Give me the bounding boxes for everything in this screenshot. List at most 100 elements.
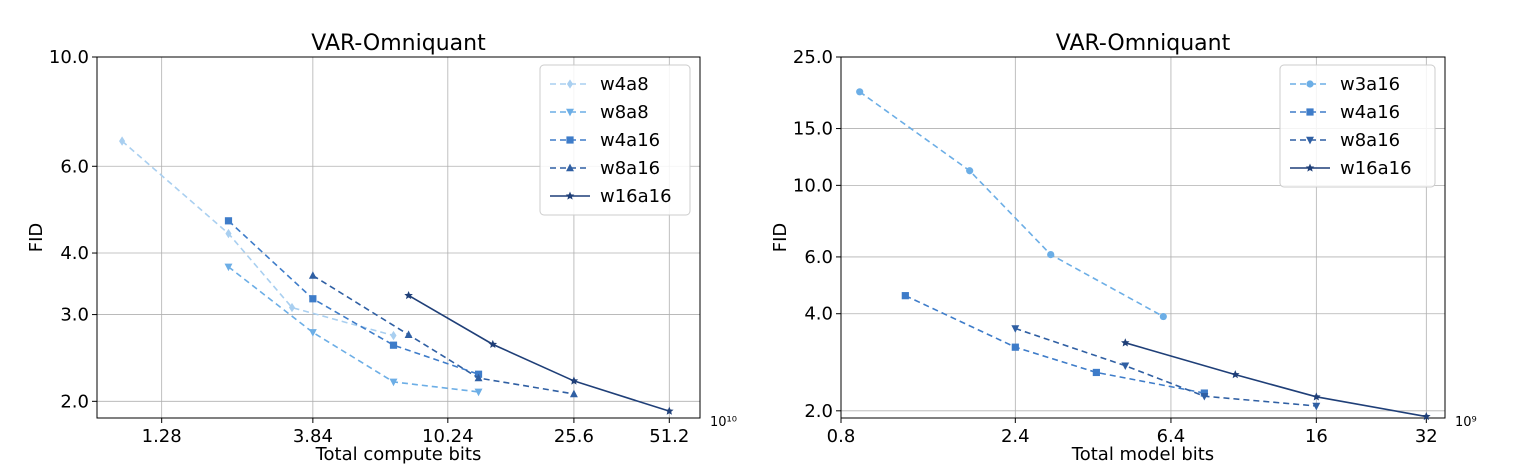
x-axis-exponent: 10¹⁰ xyxy=(710,415,737,430)
data-point-w8a16 xyxy=(1011,325,1020,333)
data-point-w8a16 xyxy=(1121,362,1130,371)
series-line-w3a16 xyxy=(859,91,1164,318)
data-point-w4a16 xyxy=(901,292,909,300)
data-point-w16a16 xyxy=(1231,370,1240,379)
legend-marker-w4a16 xyxy=(1306,108,1314,116)
data-point-w3a16 xyxy=(1159,312,1167,321)
plot-frame xyxy=(96,56,701,419)
x-axis-exponent: 10⁹ xyxy=(1455,415,1477,430)
data-point-w3a16 xyxy=(856,88,864,96)
x-tick-label: 25.6 xyxy=(554,426,594,447)
data-point-w16a16 xyxy=(665,406,674,415)
y-tick-label: 10.0 xyxy=(793,175,833,196)
data-point-w4a16 xyxy=(389,341,398,349)
legend: w3a16 w4a16 w8a16 w16a16 xyxy=(1279,64,1436,188)
legend-marker-w16a16 xyxy=(565,191,575,200)
series-w4a16 xyxy=(901,292,1208,397)
series-line-w8a16 xyxy=(1015,327,1317,407)
data-point-w8a8 xyxy=(389,378,398,387)
y-tick-label: 2.0 xyxy=(804,401,833,422)
data-point-w4a8 xyxy=(288,302,296,313)
legend-marker-w8a16 xyxy=(1306,136,1314,145)
series-line-w8a8 xyxy=(227,266,479,393)
data-point-w4a16 xyxy=(1011,343,1019,351)
legend-label-w3a16: w3a16 xyxy=(1340,74,1400,95)
data-point-w16a16 xyxy=(1312,392,1321,401)
data-point-w8a16 xyxy=(1200,392,1209,401)
data-point-w8a16 xyxy=(308,271,317,279)
legend-box xyxy=(1279,64,1436,188)
data-point-w3a16 xyxy=(1047,251,1055,259)
x-tick-label: 16 xyxy=(1305,426,1328,447)
legend-marker-w4a8 xyxy=(566,79,574,89)
legend-marker-w8a8 xyxy=(566,108,574,117)
y-tick-label: 6.0 xyxy=(804,247,833,268)
y-axis-label: FID xyxy=(26,223,47,253)
data-point-w8a8 xyxy=(224,263,233,272)
legend-label-w4a16: w4a16 xyxy=(1340,102,1400,123)
legend-marker-w8a16 xyxy=(566,163,574,172)
legend: w4a8 w8a8 w4a16 w8a16 w16a16 xyxy=(539,64,691,216)
y-tick-label: 4.0 xyxy=(804,304,833,325)
legend-marker-w4a16 xyxy=(566,136,574,144)
y-tick-label: 4.0 xyxy=(60,243,89,264)
data-point-w8a8 xyxy=(474,388,483,397)
legend-label-w4a8: w4a8 xyxy=(600,74,649,95)
series-w16a16 xyxy=(404,290,674,415)
chart-title: VAR-Omniquant xyxy=(1056,31,1231,56)
series-w16a16 xyxy=(1121,338,1431,421)
x-tick-label: 1.28 xyxy=(142,426,182,447)
chart-panel-right: 0.8 2.4 6.4 16 32 2.0 4.0 6.0 10.0 15.0 25.0 VAR-Om… xyxy=(770,31,1477,465)
x-tick-label: 6.4 xyxy=(1157,426,1186,447)
y-tick-label: 15.0 xyxy=(793,119,833,140)
series-line-w4a8 xyxy=(121,140,394,337)
legend-label-w8a8: w8a8 xyxy=(600,102,649,123)
x-tick-label: 10.24 xyxy=(422,426,474,447)
series-w8a16 xyxy=(1011,325,1321,411)
legend-marker-w16a16 xyxy=(1305,163,1315,172)
data-point-w4a16 xyxy=(1092,368,1100,377)
x-tick-label: 51.2 xyxy=(649,426,689,447)
x-tick-label: 0.8 xyxy=(827,426,856,447)
series-w3a16 xyxy=(856,88,1167,321)
series-line-w8a16 xyxy=(312,274,575,395)
x-axis-label: Total model bits xyxy=(1071,444,1214,465)
data-point-w4a8 xyxy=(119,136,126,146)
series-w8a8 xyxy=(224,263,483,397)
chart-title: VAR-Omniquant xyxy=(311,31,486,56)
series-line-w16a16 xyxy=(408,294,670,412)
data-point-w16a16 xyxy=(569,376,579,385)
data-point-w8a16 xyxy=(474,373,483,382)
data-point-w3a16 xyxy=(966,167,974,175)
series-line-w4a16 xyxy=(904,294,1205,394)
x-tick-label: 2.4 xyxy=(1001,426,1030,447)
legend-box xyxy=(539,64,691,216)
x-tick-label: 32 xyxy=(1415,426,1438,447)
series-line-w16a16 xyxy=(1125,342,1427,418)
chart-panel-left: 1.28 3.84 10.24 25.6 51.2 2.0 3.0 4.0 6.0 10.0 VAR… xyxy=(26,31,737,465)
legend-label-w16a16: w16a16 xyxy=(1340,158,1412,179)
data-point-w4a16 xyxy=(224,217,233,225)
legend-label-w16a16: w16a16 xyxy=(600,186,672,207)
legend-marker-w3a16 xyxy=(1306,80,1314,88)
data-point-w4a16 xyxy=(309,295,317,303)
legend-label-w8a16: w8a16 xyxy=(600,158,660,179)
series-w4a16 xyxy=(224,217,483,378)
y-tick-label: 25.0 xyxy=(793,47,833,68)
legend-label-w4a16: w4a16 xyxy=(600,130,660,151)
series-line-w4a16 xyxy=(227,220,479,375)
data-point-w8a16 xyxy=(1312,402,1321,411)
data-point-w8a16 xyxy=(404,330,413,338)
plot-frame xyxy=(840,56,1446,419)
series-w8a16 xyxy=(308,271,578,398)
data-point-w8a16 xyxy=(569,389,578,398)
y-tick-label: 2.0 xyxy=(60,391,89,412)
y-tick-label: 6.0 xyxy=(60,156,89,177)
y-axis-label: FID xyxy=(770,223,791,253)
data-point-w8a8 xyxy=(308,329,317,337)
y-tick-label: 10.0 xyxy=(49,47,89,68)
data-point-w16a16 xyxy=(1121,338,1130,347)
data-point-w16a16 xyxy=(488,339,498,349)
x-tick-label: 3.84 xyxy=(293,426,333,447)
